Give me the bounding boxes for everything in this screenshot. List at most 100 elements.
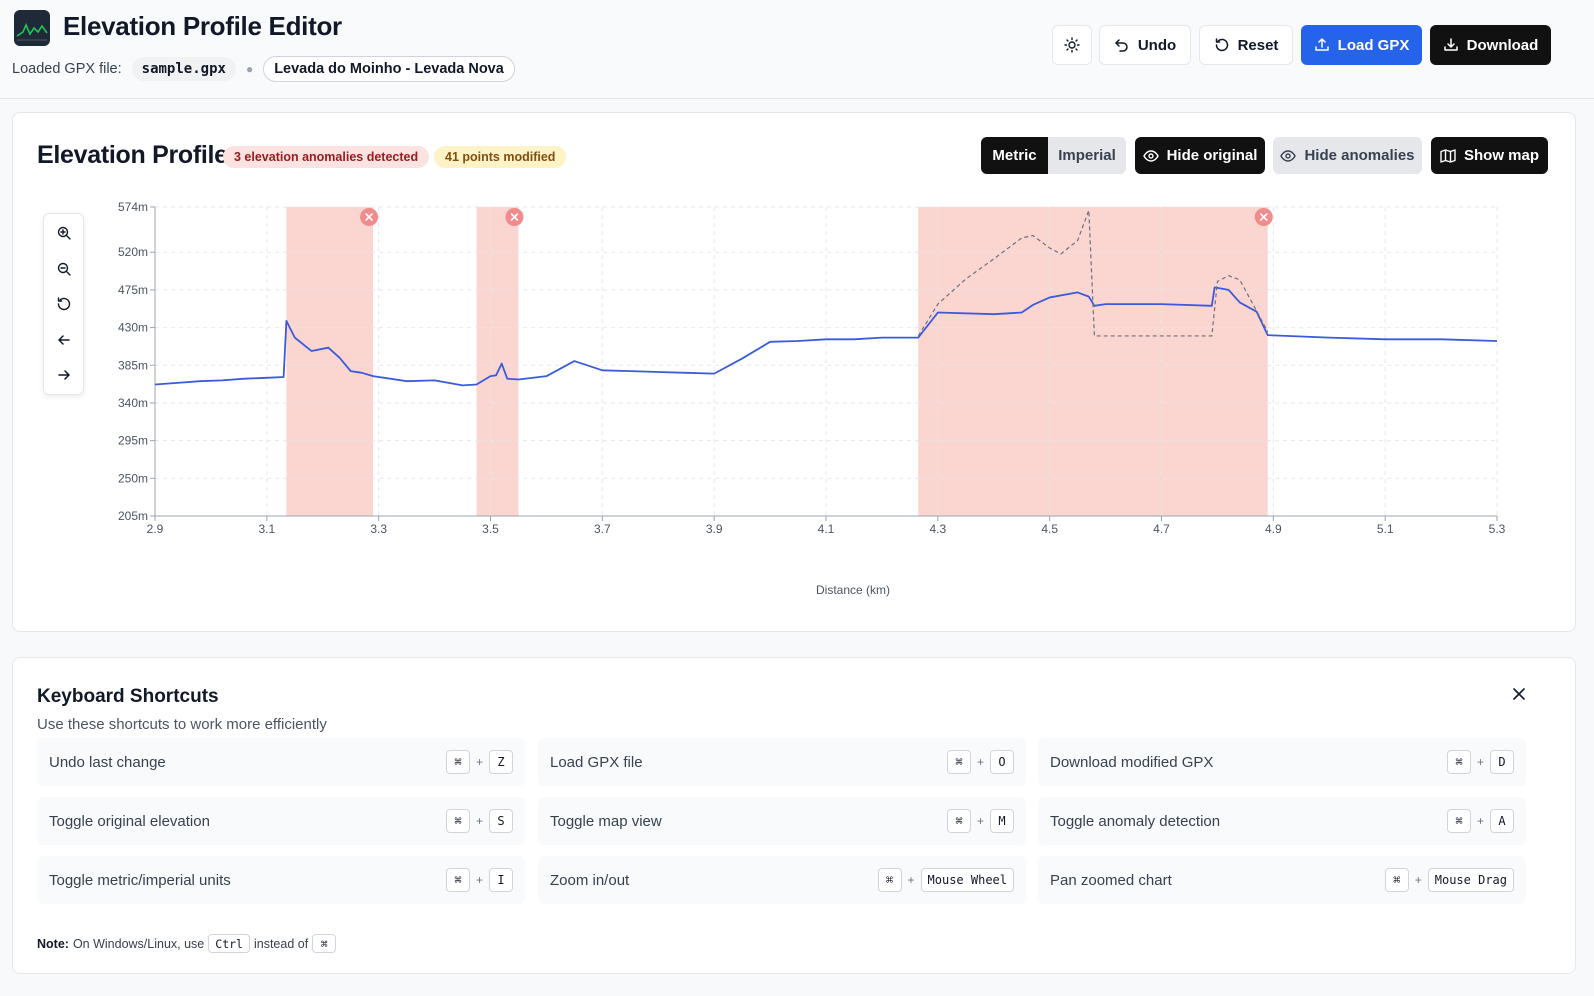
x-tick-label: 4.5: [1041, 522, 1058, 536]
y-tick-label: 574m: [118, 200, 148, 214]
shortcut-keys: ⌘ + Mouse Drag: [1384, 868, 1514, 892]
file-info: Loaded GPX file: sample.gpx ● Levada do …: [12, 56, 515, 82]
modified-elevation-line: [154, 286, 1498, 387]
shortcut-row: Toggle original elevation ⌘ + S: [37, 797, 525, 845]
shortcut-keys: ⌘ + I: [445, 868, 513, 892]
zoom-in-button[interactable]: [44, 218, 83, 248]
modifier-key: ⌘: [1446, 750, 1471, 774]
dismiss-anomaly-button[interactable]: [505, 208, 524, 226]
keyboard-shortcuts-card: Keyboard Shortcuts Use these shortcuts t…: [12, 657, 1576, 974]
shortcut-label: Load GPX file: [550, 753, 643, 771]
plus-sign: +: [1414, 873, 1422, 887]
elevation-chart[interactable]: 2.9 3.1 3.3 3.5 3.7 3.9 4.1 4.3 4.5 4.7 4.9 5.1 5.3 2…: [13, 113, 1577, 633]
shortcut-label: Toggle anomaly detection: [1050, 812, 1221, 830]
shortcut-keys: ⌘ + Z: [445, 750, 513, 774]
map-icon: [1440, 148, 1456, 163]
y-tick-label: 250m: [118, 471, 148, 485]
shortcut-label: Zoom in/out: [550, 871, 630, 889]
shortcut-label: Pan zoomed chart: [1050, 871, 1172, 889]
dismiss-anomaly-button[interactable]: [1254, 208, 1273, 226]
shortcut-row: Zoom in/out ⌘ + Mouse Wheel: [538, 856, 1026, 904]
note-label: Note:: [37, 936, 69, 951]
shortcut-label: Toggle map view: [550, 812, 662, 830]
reset-zoom-button[interactable]: [44, 289, 83, 319]
imperial-button[interactable]: Imperial: [1058, 147, 1116, 164]
shortcut-row: Load GPX file ⌘ + O: [538, 738, 1026, 786]
shortcut-key: S: [489, 809, 513, 833]
separator-dot: ●: [245, 62, 254, 76]
y-tick-label: 385m: [118, 358, 148, 372]
metric-button[interactable]: Metric: [981, 137, 1048, 174]
x-axis-label: Distance (km): [816, 583, 890, 597]
hide-anomalies-button[interactable]: Hide anomalies: [1273, 137, 1422, 174]
theme-toggle-button[interactable]: [1052, 25, 1092, 65]
modifier-key: ⌘: [445, 809, 470, 833]
download-icon: [1443, 38, 1458, 51]
shortcut-key: I: [489, 868, 513, 892]
x-tick-label: 3.7: [594, 522, 611, 536]
plus-sign: +: [1476, 755, 1484, 769]
reset-zoom-icon: [57, 297, 70, 311]
shortcut-key: O: [990, 750, 1014, 774]
hide-original-button[interactable]: Hide original: [1135, 137, 1265, 174]
platform-note: Note: On Windows/Linux, use Ctrl instead…: [37, 934, 337, 953]
pan-right-button[interactable]: [44, 360, 83, 390]
zoom-out-button[interactable]: [44, 254, 83, 284]
x-tick-label: 3.1: [258, 522, 275, 536]
anomalies-badge: 3 elevation anomalies detected: [223, 146, 430, 168]
plus-sign: +: [475, 755, 483, 769]
zoom-out-icon: [57, 262, 71, 276]
modifier-key: ⌘: [946, 750, 971, 774]
x-tick-label: 4.9: [1265, 522, 1282, 536]
undo-button[interactable]: Undo: [1099, 25, 1191, 65]
undo-icon: [1115, 39, 1128, 52]
close-shortcuts-button[interactable]: [1507, 682, 1531, 706]
app-header: Elevation Profile Editor Loaded GPX file…: [0, 0, 1594, 99]
plus-sign: +: [976, 814, 984, 828]
note-instead: instead of: [253, 936, 309, 951]
ctrl-key: Ctrl: [208, 934, 250, 953]
y-tick-label: 295m: [118, 434, 148, 448]
upload-icon: [1314, 38, 1329, 51]
download-button[interactable]: Download: [1430, 25, 1551, 65]
shortcut-key: A: [1490, 809, 1514, 833]
shortcut-row: Toggle map view ⌘ + M: [538, 797, 1026, 845]
anomaly-band: [286, 207, 374, 516]
shortcut-key: M: [990, 809, 1014, 833]
shortcut-row: Toggle metric/imperial units ⌘ + I: [37, 856, 525, 904]
reset-button[interactable]: Reset: [1199, 25, 1293, 65]
shortcut-label: Toggle original elevation: [49, 812, 210, 830]
reset-icon: [1215, 38, 1228, 52]
elevation-profile-card: 2.9 3.1 3.3 3.5 3.7 3.9 4.1 4.3 4.5 4.7 4.9 5.1 5.3 2…: [12, 112, 1576, 632]
modified-badge: 41 points modified: [434, 146, 567, 168]
x-tick-label: 4.3: [929, 522, 946, 536]
show-map-button[interactable]: Show map: [1431, 137, 1548, 174]
modifier-key: ⌘: [946, 809, 971, 833]
download-label: Download: [1466, 36, 1539, 54]
shortcut-key: Mouse Wheel: [920, 868, 1014, 892]
pan-left-button[interactable]: [44, 325, 83, 355]
dismiss-anomaly-button[interactable]: [360, 208, 379, 226]
shortcut-key: Mouse Drag: [1427, 868, 1514, 892]
shortcut-key: D: [1490, 750, 1514, 774]
shortcut-keys: ⌘ + S: [445, 809, 513, 833]
shortcut-keys: ⌘ + Mouse Wheel: [877, 868, 1014, 892]
hide-anomalies-label: Hide anomalies: [1304, 147, 1415, 164]
anomaly-band: [476, 207, 519, 516]
plus-sign: +: [976, 755, 984, 769]
x-tick-label: 4.1: [818, 522, 835, 536]
load-gpx-button[interactable]: Load GPX: [1301, 25, 1422, 65]
y-tick-label: 340m: [118, 396, 148, 410]
x-tick-label: 3.9: [706, 522, 723, 536]
pan-right-icon: [57, 370, 70, 380]
x-tick-label: 5.3: [1489, 522, 1506, 536]
close-icon: [1513, 688, 1525, 700]
zoom-controls: [43, 213, 84, 395]
reset-label: Reset: [1237, 36, 1279, 54]
hide-original-label: Hide original: [1166, 147, 1258, 164]
eye-icon: [1280, 149, 1297, 162]
x-tick-label: 3.3: [370, 522, 387, 536]
y-tick-label: 475m: [118, 283, 148, 297]
x-tick-label: 4.7: [1153, 522, 1170, 536]
eye-icon: [1142, 149, 1159, 162]
